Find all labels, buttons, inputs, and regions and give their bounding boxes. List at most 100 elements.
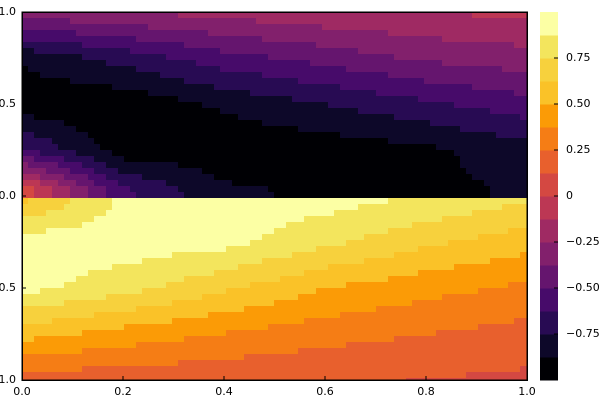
contour-cell xyxy=(244,330,251,337)
contour-cell xyxy=(322,240,329,247)
contour-cell xyxy=(262,114,269,121)
contour-cell xyxy=(346,48,353,55)
contour-cell xyxy=(364,264,371,271)
contour-cell xyxy=(28,96,35,103)
contour-cell xyxy=(424,192,431,199)
contour-cell xyxy=(382,294,389,301)
contour-cell xyxy=(328,240,335,247)
contour-cell xyxy=(442,36,449,43)
contour-cell xyxy=(502,108,509,115)
contour-cell xyxy=(130,270,137,277)
contour-cell xyxy=(64,168,71,175)
contour-cell xyxy=(220,336,227,343)
contour-cell xyxy=(208,228,215,235)
contour-cell xyxy=(352,342,359,349)
contour-cell xyxy=(466,240,473,247)
contour-cell xyxy=(184,66,191,73)
contour-cell xyxy=(424,48,431,55)
contour-cell xyxy=(268,264,275,271)
contour-cell xyxy=(76,300,83,307)
contour-cell xyxy=(304,30,311,37)
contour-cell xyxy=(292,252,299,259)
contour-cell xyxy=(394,66,401,73)
contour-cell xyxy=(448,324,455,331)
contour-cell xyxy=(286,90,293,97)
contour-cell xyxy=(64,66,71,73)
contour-cell xyxy=(70,216,77,223)
contour-cell xyxy=(436,210,443,217)
contour-cell xyxy=(154,60,161,67)
contour-cell xyxy=(292,366,299,373)
contour-cell xyxy=(358,258,365,265)
contour-cell xyxy=(130,108,137,115)
contour-cell xyxy=(454,150,461,157)
contour-cell xyxy=(202,168,209,175)
contour-cell xyxy=(376,48,383,55)
contour-cell xyxy=(124,90,131,97)
contour-cell xyxy=(310,234,317,241)
contour-cell xyxy=(448,192,455,199)
contour-cell xyxy=(250,24,257,31)
contour-cell xyxy=(220,240,227,247)
contour-cell xyxy=(424,210,431,217)
contour-cell xyxy=(262,276,269,283)
contour-cell xyxy=(346,282,353,289)
contour-cell xyxy=(322,192,329,199)
contour-cell xyxy=(148,12,155,19)
contour-cell xyxy=(262,24,269,31)
contour-cell xyxy=(466,78,473,85)
contour-cell xyxy=(352,276,359,283)
contour-cell xyxy=(136,108,143,115)
contour-cell xyxy=(106,234,113,241)
contour-cell xyxy=(28,156,35,163)
contour-cell xyxy=(406,366,413,373)
contour-cell xyxy=(424,90,431,97)
contour-cell xyxy=(472,156,479,163)
contour-cell xyxy=(358,120,365,127)
contour-cell xyxy=(334,342,341,349)
contour-cell xyxy=(352,210,359,217)
contour-cell xyxy=(382,24,389,31)
contour-cell xyxy=(76,138,83,145)
contour-cell xyxy=(412,150,419,157)
contour-cell xyxy=(202,66,209,73)
contour-cell xyxy=(346,228,353,235)
contour-cell xyxy=(286,282,293,289)
contour-cell xyxy=(196,102,203,109)
contour-cell xyxy=(466,264,473,271)
contour-cell xyxy=(184,144,191,151)
contour-cell xyxy=(430,348,437,355)
contour-cell xyxy=(364,102,371,109)
contour-cell xyxy=(142,234,149,241)
contour-cell xyxy=(502,114,509,121)
contour-cell xyxy=(418,258,425,265)
contour-cell xyxy=(340,168,347,175)
contour-cell xyxy=(478,132,485,139)
contour-cell xyxy=(334,354,341,361)
contour-cell xyxy=(460,270,467,277)
contour-cell xyxy=(160,336,167,343)
contour-cell xyxy=(400,330,407,337)
contour-cell xyxy=(70,48,77,55)
contour-cell xyxy=(154,372,161,379)
contour-cell xyxy=(40,156,47,163)
contour-cell xyxy=(184,288,191,295)
contour-cell xyxy=(466,288,473,295)
contour-cell xyxy=(436,174,443,181)
contour-cell xyxy=(484,132,491,139)
contour-cell xyxy=(52,96,59,103)
contour-cell xyxy=(370,300,377,307)
contour-cell xyxy=(352,198,359,205)
contour-cell xyxy=(82,234,89,241)
contour-cell xyxy=(142,294,149,301)
contour-cell xyxy=(358,282,365,289)
contour-cell xyxy=(418,222,425,229)
contour-cell xyxy=(244,132,251,139)
contour-cell xyxy=(238,306,245,313)
contour-cell xyxy=(322,162,329,169)
contour-cell xyxy=(436,366,443,373)
contour-cell xyxy=(496,60,503,67)
contour-cell xyxy=(340,288,347,295)
contour-cell xyxy=(346,90,353,97)
contour-cell xyxy=(88,276,95,283)
